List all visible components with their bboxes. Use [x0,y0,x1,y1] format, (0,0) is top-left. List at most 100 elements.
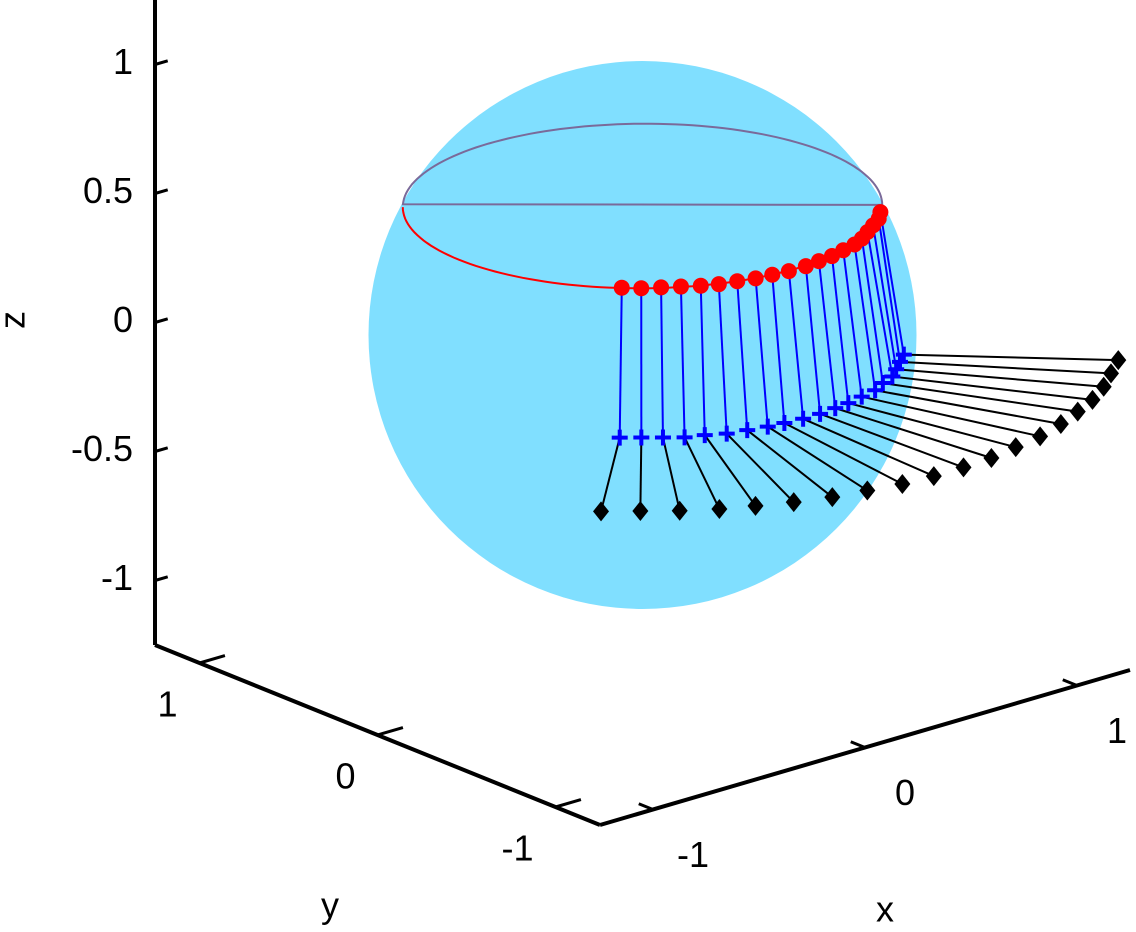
start-point [764,266,781,283]
end-point [785,492,802,513]
trajectory [848,402,1016,449]
trajectory [882,382,1078,413]
end-point [632,501,649,522]
end-point [593,501,610,522]
trajectory [817,260,837,409]
trajectory [830,255,850,404]
trajectory [746,429,833,498]
x-tick [850,740,866,749]
x-axis-label: x [876,889,894,930]
trajectory [819,412,964,469]
x-tick [638,802,654,811]
mid-point [759,418,776,435]
trajectory [892,375,1093,401]
trajectory [899,360,1112,375]
x-tick-label: 1 [1107,710,1127,751]
trajectory [639,437,643,512]
trajectory [877,218,901,363]
start-point [710,276,727,293]
trajectory [736,281,749,431]
end-point [1069,401,1086,422]
trajectory [703,434,757,507]
y-tick-label: 1 [157,684,177,725]
end-point [711,499,728,520]
mid-point [718,425,735,442]
trajectory [861,395,1041,438]
trajectory [717,284,728,434]
mid-point [611,429,628,446]
z-tick [154,446,169,453]
end-point [1110,350,1127,371]
mid-point [840,395,857,412]
trajectory [771,274,786,424]
trajectory [842,250,863,397]
end-point [747,495,764,516]
end-point [671,500,688,521]
trajectory [866,231,894,377]
z-tick [154,188,169,195]
start-point [672,278,689,295]
ring-back [401,122,884,206]
start-point [747,270,764,287]
z-tick-label: 1 [113,41,133,82]
trajectory [853,244,877,391]
end-point [1103,363,1119,384]
start-point [633,280,650,297]
trajectory [600,437,621,512]
trajectory [804,266,822,414]
mid-point [853,388,870,405]
x-tick-label: -1 [677,834,709,875]
trajectory [661,437,681,511]
trajectory [618,287,623,438]
mid-point [676,429,693,446]
sphere [368,61,917,609]
start-point [872,204,889,221]
trajectory [874,389,1062,426]
start-point [797,258,814,275]
end-point [1052,414,1069,435]
mid-point [696,427,713,444]
trajectory [834,407,992,459]
end-point [955,457,972,478]
mid-point [795,410,812,427]
trajectory [903,353,1119,362]
start-point [613,279,630,296]
start-point [810,253,827,270]
mid-point [633,429,650,446]
mid-point [874,375,891,392]
end-point [983,448,1000,468]
trajectory [660,287,664,438]
z-tick [154,59,169,66]
end-point [859,480,876,501]
mid-point [812,405,829,422]
trajectory [896,368,1104,388]
trajectory [802,417,935,477]
trajectory [783,422,903,485]
y-tick [377,726,404,737]
trajectory [679,286,686,438]
x-tick-label: 0 [895,772,915,813]
trajectory [872,225,898,370]
trajectory [699,285,706,436]
y-axis-label: y [321,885,339,926]
trajectory [754,278,769,427]
z-tick-label: 0.5 [83,170,133,211]
y-tick [555,798,582,809]
y-tick-label: -1 [501,828,533,869]
z-tick-label: 0 [113,299,133,340]
mid-point [776,415,793,432]
trajectory [683,436,721,510]
end-point [1007,437,1024,458]
z-axis-label: z [0,311,33,329]
start-point [692,277,709,294]
trajectory [767,425,868,492]
end-point [1032,426,1049,447]
y-tick-label: 0 [335,756,355,797]
end-point [1084,389,1101,410]
start-point [653,279,670,296]
mid-point [739,422,756,439]
x-tick [1062,678,1078,687]
start-point [780,263,797,280]
